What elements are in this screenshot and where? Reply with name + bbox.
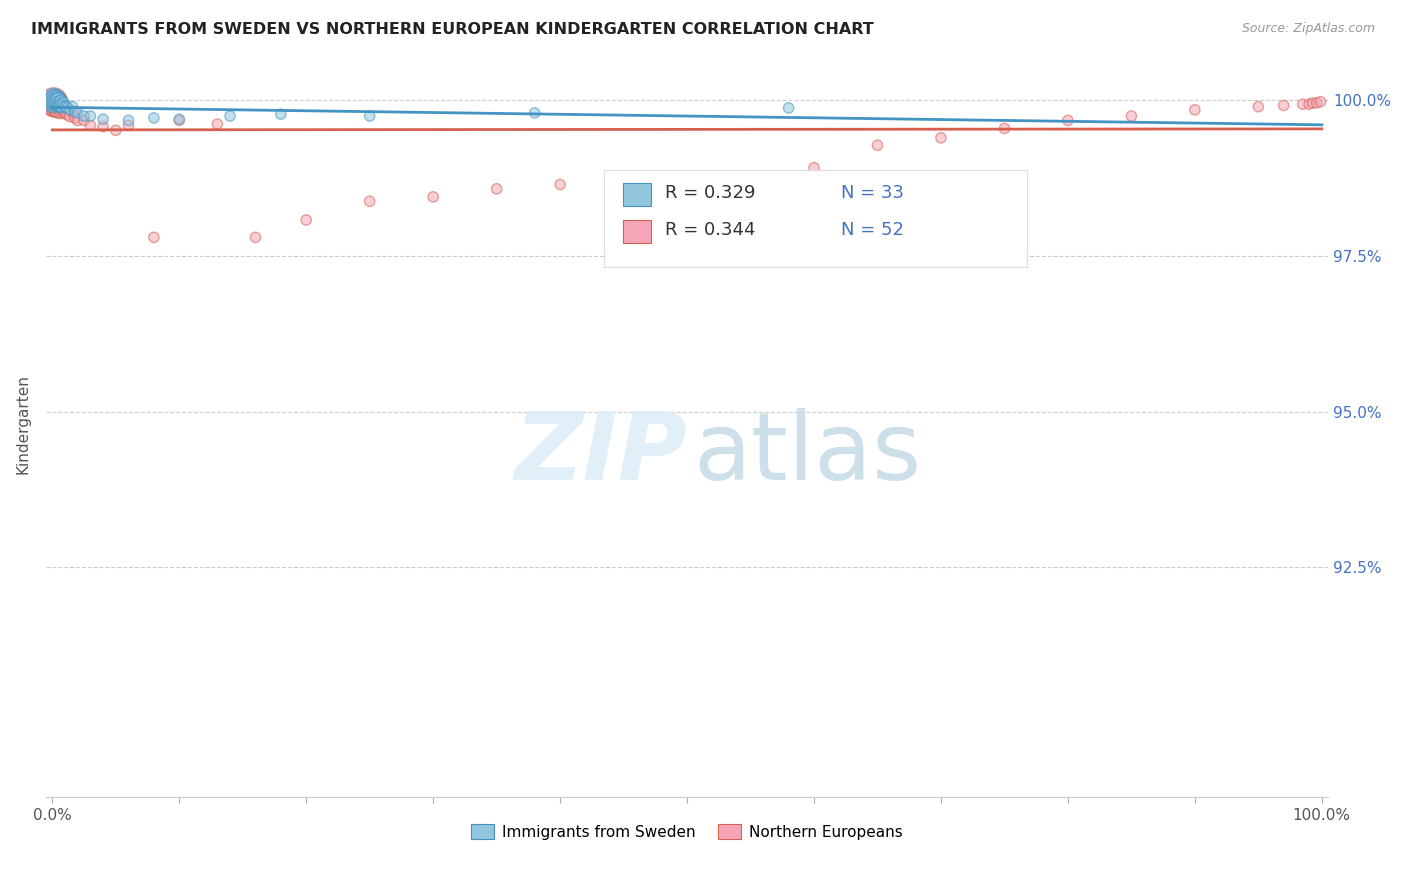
Point xyxy=(63,104,86,119)
Point xyxy=(55,100,77,114)
Point xyxy=(1057,113,1080,128)
Point xyxy=(993,121,1015,136)
Point xyxy=(42,95,65,109)
Text: R = 0.329: R = 0.329 xyxy=(665,184,756,202)
Point xyxy=(46,101,69,115)
Point xyxy=(1184,103,1206,117)
Point xyxy=(48,94,70,108)
Point xyxy=(523,106,546,120)
Point xyxy=(59,109,82,123)
Point xyxy=(548,178,571,192)
Point xyxy=(56,101,79,115)
Point xyxy=(803,161,825,175)
Point xyxy=(51,103,73,117)
Point xyxy=(485,182,508,196)
Point xyxy=(117,113,139,128)
Legend: Immigrants from Sweden, Northern Europeans: Immigrants from Sweden, Northern Europea… xyxy=(465,818,908,846)
Text: N = 33: N = 33 xyxy=(841,184,904,202)
Point xyxy=(59,103,82,117)
Point xyxy=(359,109,381,123)
FancyBboxPatch shape xyxy=(623,183,651,206)
Point xyxy=(1305,95,1327,110)
Point xyxy=(62,104,84,119)
Point xyxy=(295,213,318,227)
Point xyxy=(63,111,86,125)
FancyBboxPatch shape xyxy=(603,170,1026,268)
Text: Source: ZipAtlas.com: Source: ZipAtlas.com xyxy=(1241,22,1375,36)
Point xyxy=(53,104,76,119)
Point xyxy=(79,119,101,133)
Point xyxy=(51,100,73,114)
Point xyxy=(44,94,66,108)
Point xyxy=(626,174,648,188)
Point xyxy=(44,95,66,109)
Point xyxy=(91,112,114,127)
Point xyxy=(48,96,70,111)
Point xyxy=(73,109,96,123)
Point xyxy=(245,230,267,244)
Point xyxy=(79,109,101,123)
Point xyxy=(1309,95,1331,109)
Point xyxy=(1302,95,1324,110)
Point xyxy=(73,113,96,128)
Point xyxy=(104,123,127,137)
Point xyxy=(422,190,444,204)
Point xyxy=(46,95,69,109)
Point xyxy=(62,100,84,114)
Point xyxy=(53,100,76,114)
Text: atlas: atlas xyxy=(693,408,922,500)
Text: N = 52: N = 52 xyxy=(841,221,904,239)
Point xyxy=(51,98,73,112)
Point xyxy=(1247,100,1270,114)
Point xyxy=(56,107,79,121)
Point xyxy=(702,169,724,184)
FancyBboxPatch shape xyxy=(623,220,651,244)
Point xyxy=(778,101,800,115)
Point xyxy=(270,107,292,121)
Point xyxy=(49,98,72,112)
Point xyxy=(51,98,73,112)
Point xyxy=(49,96,72,111)
Text: R = 0.344: R = 0.344 xyxy=(665,221,756,239)
Point xyxy=(1292,97,1315,112)
Point xyxy=(49,100,72,114)
Point xyxy=(219,109,242,123)
Point xyxy=(359,194,381,209)
Point xyxy=(52,96,75,111)
Point xyxy=(44,98,66,112)
Point xyxy=(207,117,229,131)
Point xyxy=(866,138,889,153)
Point xyxy=(142,230,165,244)
Point xyxy=(142,111,165,125)
Point xyxy=(42,94,65,108)
Text: IMMIGRANTS FROM SWEDEN VS NORTHERN EUROPEAN KINDERGARTEN CORRELATION CHART: IMMIGRANTS FROM SWEDEN VS NORTHERN EUROP… xyxy=(31,22,873,37)
Point xyxy=(929,130,952,145)
Point xyxy=(66,113,89,128)
Point xyxy=(1121,109,1143,123)
Point xyxy=(52,101,75,115)
Text: ZIP: ZIP xyxy=(515,408,688,500)
Point xyxy=(45,95,67,109)
Point xyxy=(44,94,66,108)
Point xyxy=(45,100,67,114)
Point xyxy=(51,95,73,109)
Point xyxy=(169,113,191,128)
Point xyxy=(91,120,114,134)
Point xyxy=(48,103,70,117)
Point xyxy=(46,98,69,112)
Point xyxy=(46,95,69,109)
Point xyxy=(66,106,89,120)
Point xyxy=(1272,98,1295,112)
Point xyxy=(45,96,67,111)
Point xyxy=(117,119,139,133)
Point xyxy=(42,96,65,111)
Point xyxy=(51,104,73,119)
Point xyxy=(48,95,70,109)
Point xyxy=(169,112,191,127)
Point xyxy=(1298,97,1320,112)
Y-axis label: Kindergarten: Kindergarten xyxy=(15,374,30,474)
Point xyxy=(45,94,67,108)
Point xyxy=(49,101,72,115)
